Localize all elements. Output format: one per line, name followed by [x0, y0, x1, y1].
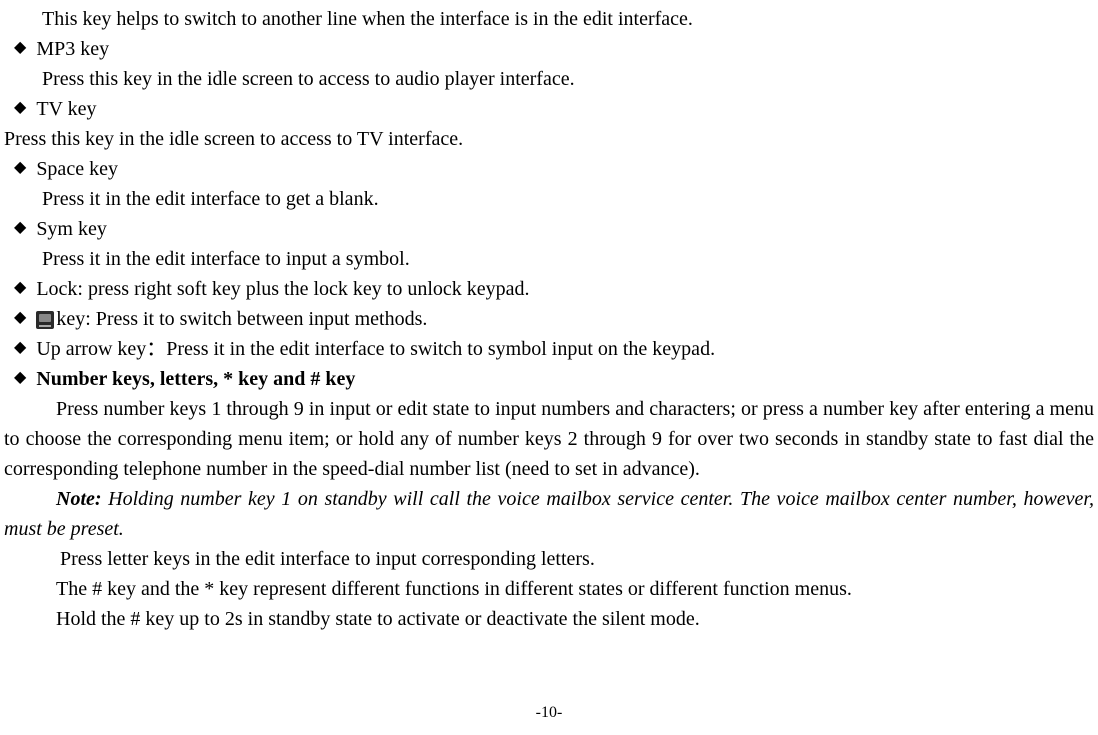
diamond-bullet-icon: ◆	[14, 364, 26, 393]
sym-key-item: ◆ Sym key	[4, 214, 1094, 244]
diamond-bullet-icon: ◆	[14, 94, 26, 123]
diamond-bullet-icon: ◆	[14, 274, 26, 303]
space-key-title: Space key	[36, 154, 1094, 184]
number-keys-item: ◆ Number keys, letters, * key and # key	[4, 364, 1094, 394]
input-method-icon	[36, 311, 54, 329]
note-label: Note:	[56, 488, 102, 510]
input-method-key-description: key: Press it to switch between input me…	[56, 308, 427, 330]
input-method-key-content: key: Press it to switch between input me…	[36, 304, 1094, 334]
mp3-key-item: ◆ MP3 key	[4, 34, 1094, 64]
tv-key-description: Press this key in the idle screen to acc…	[4, 124, 1094, 154]
diamond-bullet-icon: ◆	[14, 154, 26, 183]
diamond-bullet-icon: ◆	[14, 34, 26, 63]
sym-key-title: Sym key	[36, 214, 1094, 244]
up-arrow-key-description: Up arrow key：Press it in the edit interf…	[36, 334, 1094, 364]
space-key-item: ◆ Space key	[4, 154, 1094, 184]
letter-keys-description: Press letter keys in the edit interface …	[4, 544, 1094, 574]
input-method-key-item: ◆ key: Press it to switch between input …	[4, 304, 1094, 334]
space-key-description: Press it in the edit interface to get a …	[4, 184, 1094, 214]
note-paragraph: Note: Holding number key 1 on standby wi…	[4, 484, 1094, 544]
up-arrow-key-item: ◆ Up arrow key：Press it in the edit inte…	[4, 334, 1094, 364]
mp3-key-title: MP3 key	[36, 34, 1094, 64]
tv-key-title: TV key	[36, 94, 1094, 124]
note-text: Holding number key 1 on standby will cal…	[4, 488, 1094, 540]
page-number: -10-	[0, 701, 1098, 725]
tv-key-item: ◆ TV key	[4, 94, 1094, 124]
lock-key-item: ◆ Lock: press right soft key plus the lo…	[4, 274, 1094, 304]
number-keys-title: Number keys, letters, * key and # key	[36, 364, 1094, 394]
diamond-bullet-icon: ◆	[14, 334, 26, 363]
mp3-key-description: Press this key in the idle screen to acc…	[4, 64, 1094, 94]
line-switch-description: This key helps to switch to another line…	[4, 4, 1094, 34]
diamond-bullet-icon: ◆	[14, 214, 26, 243]
hash-star-description: The # key and the * key represent differ…	[4, 574, 1094, 604]
number-keys-paragraph: Press number keys 1 through 9 in input o…	[4, 394, 1094, 484]
hash-hold-description: Hold the # key up to 2s in standby state…	[4, 604, 1094, 634]
sym-key-description: Press it in the edit interface to input …	[4, 244, 1094, 274]
diamond-bullet-icon: ◆	[14, 304, 26, 333]
lock-key-description: Lock: press right soft key plus the lock…	[36, 274, 1094, 304]
